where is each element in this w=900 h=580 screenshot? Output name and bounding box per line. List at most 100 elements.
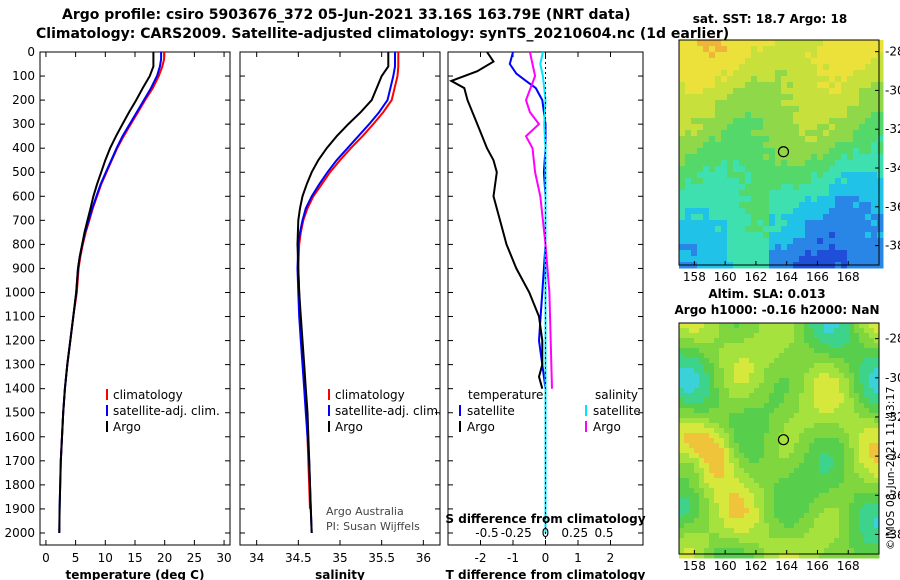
map-cell — [704, 433, 710, 439]
map-cell — [849, 528, 855, 534]
map-cell — [817, 46, 824, 53]
map-cell — [805, 208, 812, 215]
map-cell — [769, 94, 776, 101]
map-cell — [805, 136, 812, 143]
map-cell — [774, 438, 780, 444]
map-cell — [719, 478, 725, 484]
map-cell — [829, 82, 836, 89]
map-cell — [704, 418, 710, 424]
y-tick-label: 1800 — [4, 478, 35, 492]
map-cell — [719, 538, 725, 544]
map-cell — [691, 208, 698, 215]
map-cell — [733, 118, 740, 125]
map-cell — [835, 58, 842, 65]
map-cell — [824, 473, 830, 479]
map-cell — [759, 348, 765, 354]
map-cell — [729, 328, 735, 334]
map-cell — [794, 473, 800, 479]
map-cell — [789, 463, 795, 469]
map-cell — [877, 118, 884, 125]
map-cell — [709, 468, 715, 474]
x-tick-label: 34 — [249, 551, 264, 565]
map-cell — [733, 244, 740, 251]
map-cell — [779, 378, 785, 384]
map-cell — [764, 463, 770, 469]
map-cell — [853, 202, 860, 209]
map-cell — [699, 493, 705, 499]
map-cell — [739, 463, 745, 469]
map-cell — [759, 453, 765, 459]
map-cell — [739, 226, 746, 233]
map-cell — [714, 438, 720, 444]
map-cell — [739, 52, 746, 59]
map-cell — [769, 40, 776, 47]
map-cell — [814, 328, 820, 334]
map-cell — [799, 196, 806, 203]
map-cell — [715, 244, 722, 251]
map-cell — [799, 358, 805, 364]
map-cell — [793, 142, 800, 149]
map-cell — [835, 94, 842, 101]
x2-tick-label: 0.5 — [594, 526, 613, 540]
map-cell — [745, 94, 752, 101]
map-cell — [787, 148, 794, 155]
map-cell — [697, 238, 704, 245]
map-cell — [834, 423, 840, 429]
map-cell — [679, 478, 685, 484]
map-cell — [829, 154, 836, 161]
map-cell — [679, 363, 685, 369]
map-cell — [729, 393, 735, 399]
map-cell — [841, 58, 848, 65]
map-cell — [819, 538, 825, 544]
map-cell — [811, 238, 818, 245]
map-cell — [835, 250, 842, 257]
map-cell — [685, 118, 692, 125]
map-cell — [779, 443, 785, 449]
map-cell — [719, 433, 725, 439]
map-cell — [844, 333, 850, 339]
map-cell — [823, 196, 830, 203]
map-cell — [684, 408, 690, 414]
map-cell — [729, 533, 735, 539]
map-cell — [784, 468, 790, 474]
map-cell — [739, 64, 746, 71]
map-cell — [709, 70, 716, 77]
map-cell — [781, 244, 788, 251]
map-cell — [871, 154, 878, 161]
map-cell — [703, 94, 710, 101]
map-cell — [849, 508, 855, 514]
map-cell — [799, 256, 806, 263]
map-cell — [763, 52, 770, 59]
map-cell — [744, 418, 750, 424]
map-cell — [685, 88, 692, 95]
map-cell — [685, 130, 692, 137]
map-cell — [739, 508, 745, 514]
map-cell — [757, 166, 764, 173]
map-cell — [804, 528, 810, 534]
map-cell — [877, 208, 884, 215]
map-cell — [859, 353, 865, 359]
map-cell — [809, 368, 815, 374]
map-cell — [734, 553, 740, 559]
map-cell — [784, 418, 790, 424]
map-cell — [694, 473, 700, 479]
map-cell — [724, 498, 730, 504]
map-cell — [754, 328, 760, 334]
map-cell — [751, 238, 758, 245]
map-cell — [853, 148, 860, 155]
map-cell — [724, 373, 730, 379]
map-cell — [744, 513, 750, 519]
map-cell — [869, 323, 875, 329]
map-cell — [834, 408, 840, 414]
map-cell — [844, 473, 850, 479]
x2-tick-label: -0.25 — [501, 526, 532, 540]
map-cell — [739, 124, 746, 131]
map-cell — [829, 378, 835, 384]
map-cell — [789, 543, 795, 549]
map-cell — [729, 498, 735, 504]
map-cell — [853, 40, 860, 47]
map-cell — [809, 433, 815, 439]
map-cell — [679, 46, 686, 53]
map-cell — [853, 238, 860, 245]
map-cell — [697, 184, 704, 191]
